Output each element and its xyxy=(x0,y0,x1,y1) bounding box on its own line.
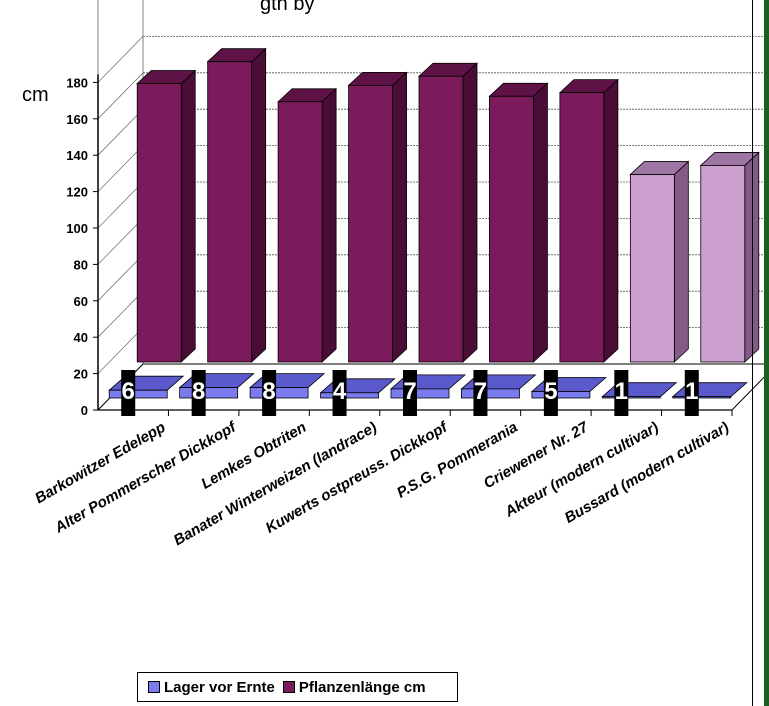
bar-pflanzenlaenge-side-0 xyxy=(180,69,196,363)
legend-item-lager: Lager vor Ernte xyxy=(148,679,275,696)
gridline-side-180 xyxy=(97,36,144,83)
data-label-bg-7 xyxy=(614,370,629,416)
bar-pflanzenlaenge-0 xyxy=(136,83,182,363)
bar-pflanzenlaenge-side-7 xyxy=(673,160,689,363)
legend-swatch-lager xyxy=(148,681,160,693)
y-tick-label-100: 100 xyxy=(66,221,88,236)
frame-edge-line xyxy=(752,0,753,706)
gridline-side-60 xyxy=(97,254,144,302)
gridline-side-160 xyxy=(97,72,144,120)
data-label-bg-2 xyxy=(262,370,277,416)
bar-pflanzenlaenge-side-3 xyxy=(392,71,407,363)
frame-right-border xyxy=(764,0,769,706)
data-label-lager-7: 1 xyxy=(615,378,628,405)
data-label-lager-6: 5 xyxy=(544,378,557,405)
data-label-lager-5: 7 xyxy=(474,378,487,405)
bar-lager-8 xyxy=(672,396,732,399)
data-label-bg-8 xyxy=(684,370,699,416)
chart-title-fragment: gth by xyxy=(260,0,314,15)
data-label-bg-5 xyxy=(473,370,488,416)
gridline-side-120 xyxy=(97,145,144,192)
bar-pflanzenlaenge-1 xyxy=(207,61,253,363)
bar-pflanzenlaenge-side-4 xyxy=(462,62,478,363)
y-tick-label-60: 60 xyxy=(74,294,88,309)
data-label-bg-6 xyxy=(543,370,558,416)
y-tick-label-0: 0 xyxy=(81,403,88,418)
bar-lager-3 xyxy=(320,392,379,399)
y-tick-label-160: 160 xyxy=(66,112,88,127)
bar-lager-5 xyxy=(461,388,520,399)
bar-pflanzenlaenge-6 xyxy=(559,92,605,363)
y-tick-label-120: 120 xyxy=(66,185,88,200)
gridline-side-140 xyxy=(97,108,144,156)
data-label-lager-3: 4 xyxy=(333,378,347,405)
bar-pflanzenlaenge-3 xyxy=(348,84,393,363)
x-category-label-5: P.S.G. Pommerania xyxy=(394,419,521,502)
bar-pflanzenlaenge-5 xyxy=(489,95,534,363)
y-tick-label-20: 20 xyxy=(74,367,88,382)
bar-pflanzenlaenge-4 xyxy=(418,75,464,363)
y-tick-label-80: 80 xyxy=(74,257,88,272)
data-label-lager-0: 6 xyxy=(122,378,135,405)
gridline-side-40 xyxy=(97,290,144,338)
legend-label-pflanzenlaenge: Pflanzenlänge cm xyxy=(298,678,426,696)
y-axis-unit-label: cm xyxy=(22,84,49,106)
data-label-lager-2: 8 xyxy=(262,378,275,405)
bar-lager-0 xyxy=(108,389,168,399)
data-label-lager-4: 7 xyxy=(403,378,416,405)
gridline-side-100 xyxy=(97,181,144,229)
chart-legend: Lager vor Ernte Pflanzenlänge cm xyxy=(137,672,458,702)
legend-item-pflanzenlaenge: Pflanzenlänge cm xyxy=(282,678,426,696)
bar-lager-1 xyxy=(179,387,239,399)
bar-pflanzenlaenge-side-6 xyxy=(603,78,619,363)
bar-lager-6 xyxy=(531,391,591,399)
y-tick-label-40: 40 xyxy=(74,330,88,345)
bar-pflanzenlaenge-side-1 xyxy=(251,47,267,363)
bar-pflanzenlaenge-side-2 xyxy=(321,87,337,363)
data-label-lager-8: 1 xyxy=(685,378,698,405)
y-tick-label-180: 180 xyxy=(66,75,88,90)
bar-pflanzenlaenge-side-5 xyxy=(533,82,548,363)
gridline-side-80 xyxy=(97,218,144,265)
bar-pflanzenlaenge-7 xyxy=(629,174,675,363)
bar-pflanzenlaenge-8 xyxy=(700,165,746,363)
data-label-lager-1: 8 xyxy=(192,378,205,405)
legend-swatch-pflanzenlaenge xyxy=(282,681,295,693)
data-label-bg-1 xyxy=(191,370,206,416)
bar-lager-7 xyxy=(601,396,661,399)
data-label-bg-4 xyxy=(403,370,417,416)
legend-label-lager: Lager vor Ernte xyxy=(164,678,275,696)
gridline-side-20 xyxy=(97,327,144,374)
bar-lager-2 xyxy=(249,387,309,399)
bar-pflanzenlaenge-2 xyxy=(277,101,323,363)
bar-lager-4 xyxy=(390,388,450,399)
data-label-bg-3 xyxy=(332,370,347,416)
y-tick-label-140: 140 xyxy=(66,148,88,163)
data-label-bg-0 xyxy=(121,370,136,416)
